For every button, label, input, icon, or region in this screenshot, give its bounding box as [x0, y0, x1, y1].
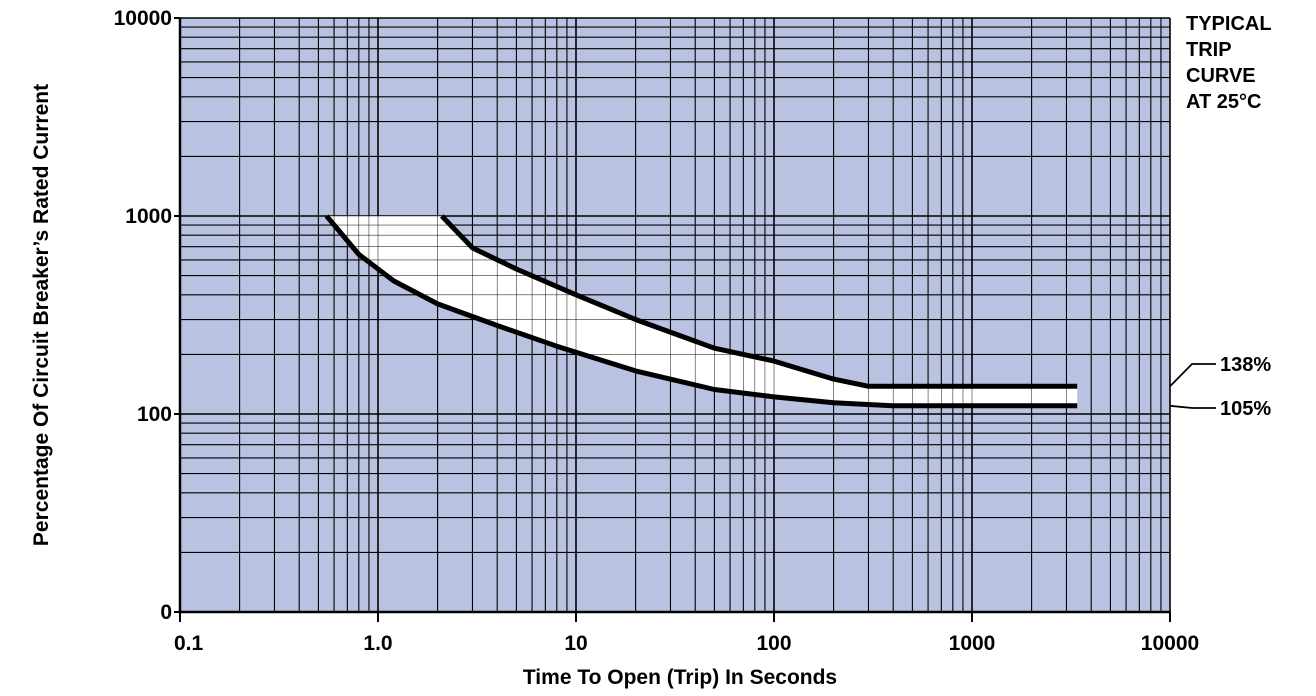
- lower-trip-curve: [324, 214, 1078, 409]
- annotation-line: CURVE: [1186, 65, 1256, 87]
- y-tick-labels: 0 100 1000 10000: [114, 7, 180, 624]
- plot-frame: [178, 17, 1171, 614]
- annotation-line: TRIP: [1186, 39, 1232, 61]
- leader-line: [1169, 363, 1216, 387]
- x-tick-label: 10: [564, 632, 587, 655]
- y-tick-label: 0: [160, 601, 172, 624]
- level-annotations: 138% 105%: [1169, 354, 1271, 420]
- typical-trip-curve-annotation: TYPICAL TRIP CURVE AT 25°C: [1186, 13, 1272, 113]
- x-tick-labels: 0.1 1.0 10 100 1000 10000: [174, 612, 1199, 655]
- level-label: 105%: [1220, 398, 1271, 420]
- level-label: 138%: [1220, 354, 1271, 376]
- leader-line: [1169, 404, 1216, 409]
- x-axis-title: Time To Open (Trip) In Seconds: [523, 666, 837, 689]
- x-tick-label: 1.0: [363, 632, 392, 655]
- x-tick-label: 1000: [949, 632, 996, 655]
- y-axis-title: Percentage Of Circuit Breaker’s Rated Cu…: [30, 84, 53, 546]
- y-tick-label: 1000: [125, 205, 172, 228]
- x-tick-label: 10000: [1141, 632, 1199, 655]
- series-lines: [324, 214, 1078, 409]
- y-tick-label: 10000: [114, 7, 172, 30]
- upper-trip-curve: [439, 214, 1078, 389]
- x-tick-label: 0.1: [174, 632, 204, 655]
- plot-background: [180, 18, 1170, 612]
- y-tick-label: 100: [137, 403, 172, 426]
- annotation-line: AT 25°C: [1186, 91, 1261, 113]
- x-tick-label: 100: [756, 632, 791, 655]
- annotation-line: TYPICAL: [1186, 13, 1272, 35]
